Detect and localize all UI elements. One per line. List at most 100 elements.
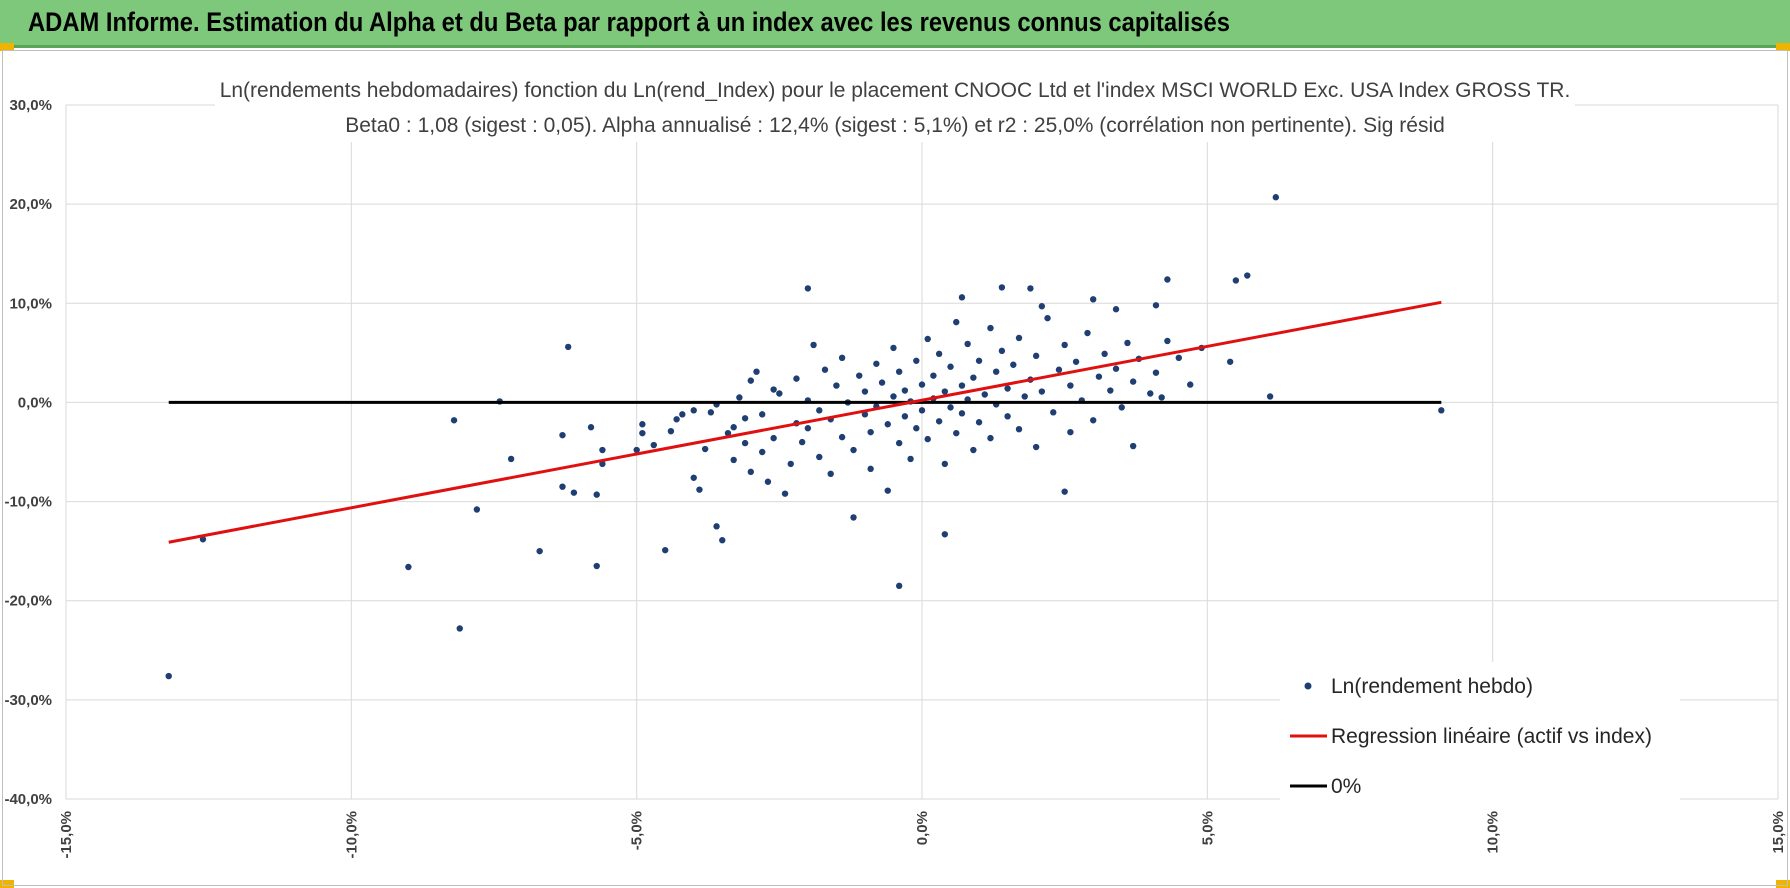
data-point <box>975 357 983 364</box>
data-point <box>821 366 829 373</box>
x-axis-ticks: -15,0% -10,0% -5,0% 0,0% 5,0% 10,0% 15,0% <box>58 811 1787 859</box>
data-point <box>793 375 800 382</box>
data-point <box>947 404 954 411</box>
chart-frame <box>2 50 1788 886</box>
data-point <box>1124 339 1131 347</box>
data-point <box>998 347 1006 355</box>
data-point <box>741 439 749 447</box>
report-banner: ADAM Informe. Estimation du Alpha et du … <box>0 0 1790 48</box>
data-point <box>1175 354 1183 362</box>
data-point <box>1038 303 1046 310</box>
legend-label-regression: Regression linéaire (actif vs index) <box>1331 725 1652 748</box>
corner-accent-left <box>0 43 14 51</box>
data-point <box>787 460 794 468</box>
data-point <box>593 491 600 498</box>
data-point <box>662 546 669 554</box>
data-point <box>970 374 977 381</box>
y-tick-label: -30,0% <box>4 692 52 709</box>
data-point <box>1118 404 1125 411</box>
data-point <box>941 460 949 468</box>
data-point <box>890 344 897 352</box>
data-point <box>1244 272 1251 279</box>
data-point <box>1226 358 1234 365</box>
data-point <box>970 446 977 454</box>
data-point <box>747 468 754 476</box>
data-point <box>816 453 823 461</box>
data-point <box>833 382 840 389</box>
x-tick-label: 15,0% <box>1770 811 1787 854</box>
data-point <box>1055 366 1063 373</box>
data-point <box>1129 442 1137 450</box>
data-point <box>953 318 960 326</box>
data-point <box>941 531 949 538</box>
data-point <box>895 368 903 375</box>
data-point <box>650 441 657 449</box>
data-point <box>593 562 600 570</box>
data-point <box>759 448 766 456</box>
data-point <box>798 438 806 446</box>
data-point <box>559 483 566 490</box>
data-point <box>1072 358 1080 365</box>
data-point <box>1032 443 1040 451</box>
data-point <box>838 354 846 362</box>
data-point <box>713 523 720 530</box>
data-point <box>1021 393 1028 400</box>
legend: Ln(rendement hebdo) Regression linéaire … <box>1280 662 1680 810</box>
data-point <box>1090 417 1097 424</box>
data-point <box>930 372 937 379</box>
data-point <box>941 388 949 395</box>
data-point <box>901 413 909 420</box>
data-point <box>747 377 754 384</box>
data-point <box>987 434 994 442</box>
y-tick-label: 10,0% <box>9 295 52 312</box>
data-point <box>536 547 543 555</box>
chart-subtitle: Beta0 : 1,08 (sigest : 0,05). Alpha annu… <box>345 114 1445 137</box>
data-point <box>1438 407 1445 414</box>
data-point <box>873 360 880 367</box>
data-point <box>827 470 834 478</box>
data-point <box>981 391 988 398</box>
data-point <box>975 419 983 426</box>
data-point <box>1129 378 1137 385</box>
data-point <box>570 489 578 496</box>
data-point <box>559 431 566 439</box>
legend-marker-points <box>1304 682 1312 690</box>
legend-label-zero: 0% <box>1331 775 1361 798</box>
data-point <box>673 416 680 423</box>
data-point <box>1044 314 1051 322</box>
y-tick-label: -10,0% <box>4 494 52 511</box>
data-point <box>199 536 207 543</box>
data-point <box>507 455 515 463</box>
data-point <box>867 428 874 436</box>
data-point <box>1004 413 1011 420</box>
data-point <box>884 421 891 428</box>
data-point <box>405 563 412 571</box>
data-point <box>1147 390 1154 397</box>
x-tick-label: 10,0% <box>1485 811 1502 854</box>
data-point <box>1027 285 1034 292</box>
data-point <box>696 486 703 493</box>
data-point <box>1095 373 1103 380</box>
data-point <box>753 368 760 375</box>
data-point <box>690 474 697 481</box>
y-tick-label: -40,0% <box>4 791 52 808</box>
data-point <box>987 324 994 332</box>
data-point <box>947 363 954 370</box>
title-background <box>215 70 1575 142</box>
data-point <box>667 427 675 435</box>
data-point <box>913 425 920 432</box>
data-point <box>935 418 943 425</box>
data-point <box>1101 350 1108 358</box>
corner-accent-right <box>1776 43 1790 51</box>
data-point <box>450 417 458 424</box>
data-point <box>1015 334 1023 342</box>
data-point <box>690 407 697 414</box>
data-point <box>804 425 812 432</box>
data-point <box>918 381 926 388</box>
data-point <box>861 388 869 395</box>
x-tick-label: -10,0% <box>343 811 360 859</box>
legend-background <box>1280 662 1680 810</box>
data-point <box>701 445 709 453</box>
data-series <box>165 194 1445 680</box>
corner-accent-bottom-right <box>1776 880 1790 888</box>
